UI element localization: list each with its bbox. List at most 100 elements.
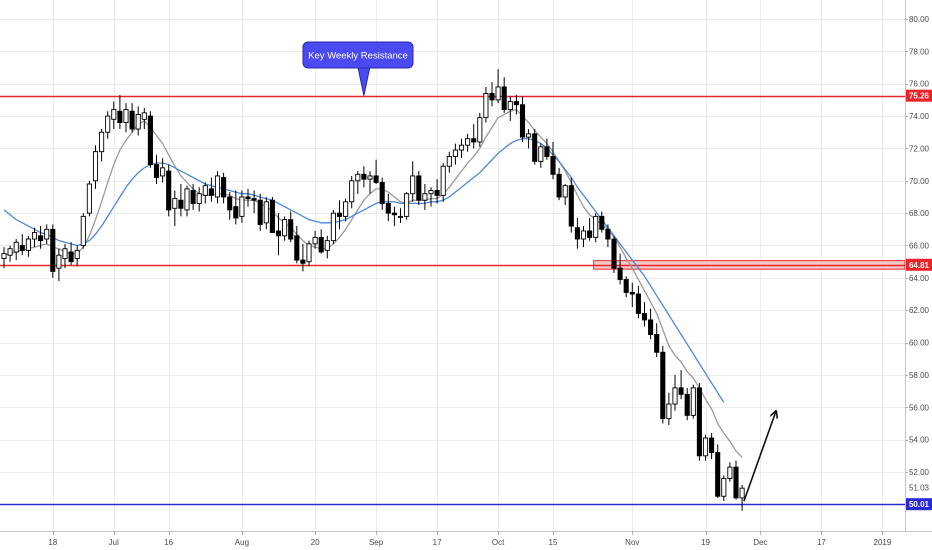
candle bbox=[452, 143, 458, 165]
candle bbox=[446, 151, 452, 173]
candle-body-up bbox=[263, 201, 269, 224]
candle bbox=[410, 161, 416, 202]
candle-body-down bbox=[147, 115, 153, 166]
candle bbox=[19, 234, 25, 256]
candle bbox=[379, 177, 385, 210]
price-tick-label: 72.00 bbox=[909, 144, 930, 153]
candle-body-up bbox=[672, 387, 678, 405]
candle bbox=[178, 184, 184, 217]
candle-body-up bbox=[282, 219, 288, 237]
candle bbox=[202, 182, 208, 204]
key-weekly-resistance-callout[interactable]: Key Weekly Resistance bbox=[302, 41, 414, 96]
candle bbox=[92, 145, 99, 189]
candle bbox=[458, 138, 465, 159]
time-tick-label: Oct bbox=[492, 538, 505, 547]
candle bbox=[25, 235, 31, 257]
candle-body-up bbox=[355, 173, 361, 182]
candle bbox=[513, 95, 519, 115]
candle-body-up bbox=[507, 101, 513, 111]
candle bbox=[721, 475, 727, 502]
price-tick-label: 74.00 bbox=[909, 112, 930, 121]
candle-body-up bbox=[202, 185, 208, 196]
price-tick-label: 70.00 bbox=[909, 177, 930, 186]
candle bbox=[404, 192, 410, 220]
candle bbox=[385, 193, 391, 222]
time-tick-label: 17 bbox=[817, 538, 826, 547]
candle bbox=[440, 162, 446, 202]
candle-body-down bbox=[391, 212, 397, 216]
candle bbox=[86, 180, 92, 217]
candle-body-down bbox=[471, 138, 477, 143]
candle-body-up bbox=[446, 156, 452, 167]
candle bbox=[208, 177, 214, 202]
candle-body-down bbox=[19, 245, 25, 251]
candle-body-up bbox=[593, 215, 599, 238]
candle bbox=[336, 200, 343, 230]
time-axis[interactable]: 18Jul16Aug20Sep17Oct15Nov19Dec17201914 bbox=[48, 531, 932, 547]
candle-body-down bbox=[696, 387, 702, 457]
candle bbox=[105, 111, 111, 139]
candle-body-down bbox=[617, 267, 623, 280]
price-axis[interactable]: 52.00 54.00 56.00 58.00 60.00 62.00 64.00 66.00… bbox=[905, 15, 932, 511]
candlesticks bbox=[1, 69, 745, 511]
candle-body-up bbox=[343, 201, 349, 217]
level-price-tag-label: 50.01 bbox=[909, 500, 930, 509]
candle bbox=[349, 175, 355, 209]
candle-body-down bbox=[629, 291, 635, 295]
candle bbox=[556, 167, 562, 201]
candle-body-down bbox=[294, 235, 300, 261]
level-price-tag bbox=[906, 258, 932, 271]
candle bbox=[397, 208, 404, 223]
candle-body-down bbox=[434, 190, 440, 196]
candle bbox=[318, 229, 324, 254]
candle bbox=[477, 112, 483, 147]
candle bbox=[282, 216, 288, 241]
candle bbox=[501, 77, 507, 113]
candle bbox=[361, 166, 367, 188]
candle-body-down bbox=[336, 212, 343, 217]
time-tick-label: 16 bbox=[164, 538, 173, 547]
candle-body-up bbox=[99, 131, 105, 153]
candle-body-down bbox=[519, 104, 526, 138]
candle bbox=[129, 103, 135, 133]
candle-body-up bbox=[349, 180, 355, 203]
candle-body-up bbox=[105, 115, 111, 133]
candle-body-up bbox=[666, 403, 672, 420]
candle-body-up bbox=[404, 193, 410, 217]
candle bbox=[1, 247, 7, 269]
candle bbox=[611, 235, 617, 274]
candle bbox=[184, 185, 190, 217]
candle bbox=[38, 226, 44, 249]
candle-body-up bbox=[56, 254, 62, 269]
candle bbox=[343, 198, 349, 222]
price-tick-label: 68.00 bbox=[909, 209, 930, 218]
candle bbox=[489, 82, 495, 107]
candle-body-up bbox=[721, 478, 727, 497]
candle bbox=[715, 444, 721, 498]
candle-body-up bbox=[7, 248, 13, 256]
candle bbox=[251, 190, 257, 214]
candle-body-up bbox=[739, 487, 745, 499]
candle-body-up bbox=[74, 249, 80, 259]
price-tick-label: 64.00 bbox=[909, 274, 930, 283]
time-tick-label: Nov bbox=[625, 538, 639, 547]
candle bbox=[31, 227, 38, 248]
candle-body-down bbox=[641, 313, 648, 321]
candle-body-up bbox=[184, 188, 190, 211]
candle bbox=[166, 164, 172, 217]
candle bbox=[141, 107, 147, 130]
last-price-label: 51.03 bbox=[909, 484, 930, 493]
candle-body-down bbox=[166, 170, 172, 211]
candle bbox=[391, 206, 397, 227]
level-price-tag-label: 64.81 bbox=[909, 261, 930, 270]
candle bbox=[135, 106, 141, 136]
candle-body-up bbox=[440, 165, 446, 196]
candle bbox=[68, 242, 74, 265]
candle-body-up bbox=[495, 86, 501, 101]
candle-body-down bbox=[568, 185, 574, 227]
candle bbox=[80, 213, 86, 249]
candle-body-down bbox=[38, 235, 44, 242]
candle-body-up bbox=[214, 175, 221, 198]
